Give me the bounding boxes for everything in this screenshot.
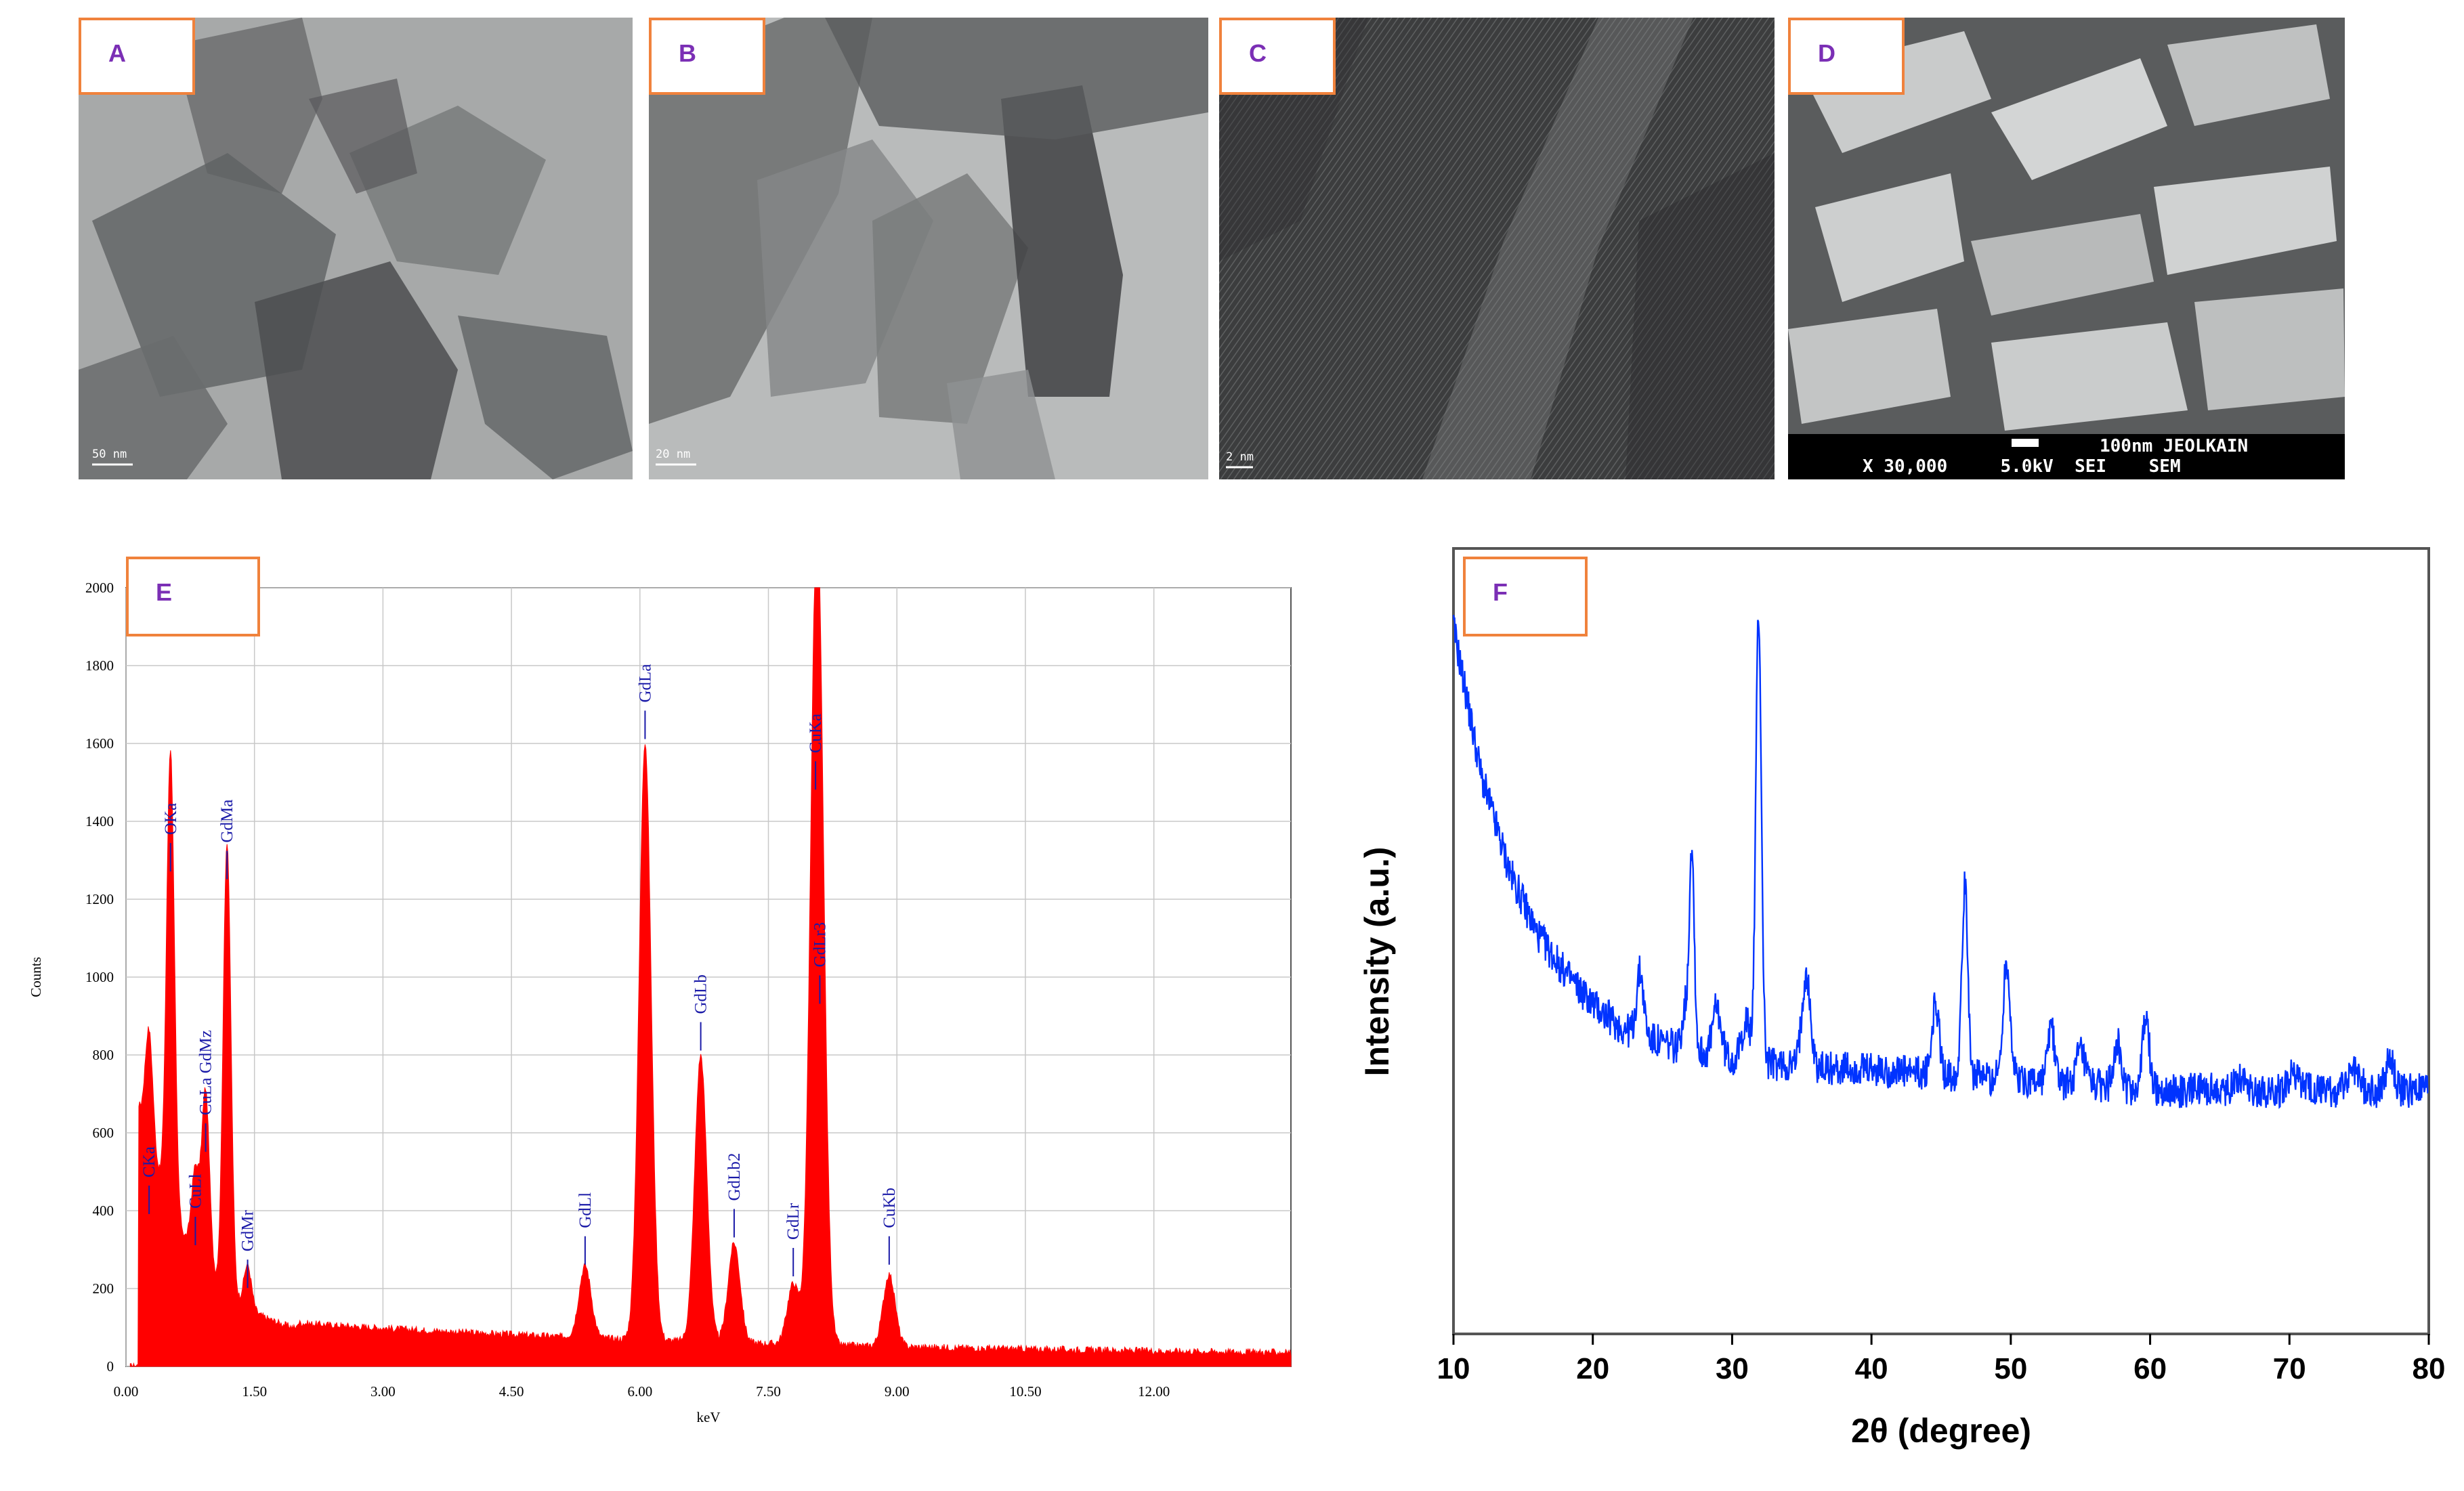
eds-x-tick-label: 7.50: [756, 1383, 781, 1400]
panel-label-e: E: [126, 557, 260, 636]
eds-y-tick-label: 1400: [85, 813, 114, 829]
eds-peak-label: CuLa GdMz: [197, 1030, 215, 1115]
xrd-plot-frame: [1452, 547, 2430, 1335]
xrd-x-axis-label: 2θ (degree): [1851, 1412, 2031, 1450]
sem-texture-d: 100nm JEOLKAIN X 30,000 5.0kV SEI SEM: [1788, 18, 2345, 479]
eds-peak-label: GdLr3: [811, 922, 829, 968]
eds-y-tick-label: 600: [93, 1125, 114, 1141]
eds-peak-label: CKa: [140, 1146, 158, 1177]
eds-y-tick-label: 0: [107, 1358, 114, 1375]
eds-peak-label: GdMa: [218, 800, 236, 843]
eds-y-tick-label: 1800: [85, 657, 114, 674]
eds-peak-label: OKa: [162, 803, 180, 835]
xrd-x-tick-label: 10: [1437, 1352, 1470, 1385]
eds-x-tick-label: 4.50: [499, 1383, 524, 1400]
tem-texture-b: 20 nm: [649, 18, 1208, 479]
scale-bar-c: 2 nm: [1226, 450, 1254, 464]
tem-image-b: 20 nm: [649, 18, 1208, 479]
eds-y-tick-label: 2000: [85, 580, 114, 596]
eds-peak-label: GdLr: [784, 1203, 803, 1240]
xrd-plot: 10 20 30 40 50 60 70 80 2θ (degree) Intensity (a.…: [1358, 547, 2446, 1450]
eds-x-tick-label: 1.50: [242, 1383, 267, 1400]
eds-peak-label: GdLa: [636, 664, 654, 703]
xrd-x-tick-label: 70: [2273, 1352, 2306, 1385]
eds-y-tick-label: 400: [93, 1203, 114, 1219]
xrd-x-tick-label: 30: [1716, 1352, 1749, 1385]
panel-label-f: F: [1463, 557, 1588, 636]
xrd-pattern-line: [1452, 615, 2429, 1109]
eds-x-tick-label: 9.00: [885, 1383, 910, 1400]
eds-peak-label: GdLb: [692, 974, 710, 1014]
eds-x-tick-label: 6.00: [627, 1383, 652, 1400]
eds-x-tick-label: 12.00: [1138, 1383, 1170, 1400]
panel-label-b: B: [649, 18, 765, 95]
xrd-x-tick-label: 80: [2413, 1352, 2446, 1385]
eds-x-tick-label: 3.00: [370, 1383, 396, 1400]
eds-peak-label: GdMr: [239, 1209, 257, 1251]
panel-label-d: D: [1788, 18, 1905, 95]
panel-label-a: A: [79, 18, 195, 95]
sem-info-line2: X 30,000 5.0kV SEI SEM: [1863, 456, 2181, 477]
xrd-x-tick-label: 40: [1855, 1352, 1888, 1385]
eds-x-tick-label: 0.00: [114, 1383, 139, 1400]
eds-y-tick-label: 1200: [85, 891, 114, 907]
eds-peak-label: GdLb2: [725, 1153, 744, 1201]
scale-bar-b: 20 nm: [656, 448, 690, 461]
xrd-x-tick-label: 20: [1576, 1352, 1609, 1385]
eds-spectrum-area: [129, 587, 1292, 1367]
panel-label-c: C: [1219, 18, 1336, 95]
xrd-x-tick-label: 50: [1994, 1352, 2027, 1385]
eds-y-tick-label: 200: [93, 1280, 114, 1297]
xrd-y-axis-label: Intensity (a.u.): [1358, 847, 1396, 1077]
eds-peak-label: GdLl: [576, 1192, 595, 1228]
eds-peak-label: CuLl: [186, 1174, 205, 1209]
scale-bar-a: 50 nm: [92, 448, 127, 461]
sem-info-line1: 100nm JEOLKAIN: [2100, 436, 2248, 456]
eds-x-axis-label: keV: [697, 1409, 721, 1425]
eds-y-tick-label: 800: [93, 1047, 114, 1063]
eds-y-tick-label: 1000: [85, 969, 114, 985]
eds-y-tick-label: 1600: [85, 735, 114, 752]
eds-peak-label: CuKa: [807, 714, 825, 753]
tem-image-a: 50 nm: [79, 18, 633, 479]
xrd-x-tick-label: 60: [2133, 1352, 2167, 1385]
eds-peak-label: CuKb: [880, 1188, 899, 1228]
eds-plot: 0.00 1.50 3.00 4.50 6.00 7.50 9.00 10.50 12.00 0 2…: [28, 580, 1292, 1425]
eds-y-axis-label: Counts: [28, 957, 44, 997]
sem-image-d: 100nm JEOLKAIN X 30,000 5.0kV SEI SEM: [1788, 18, 2345, 479]
eds-chart: 0.00 1.50 3.00 4.50 6.00 7.50 9.00 10.50 12.00 0 2…: [0, 542, 1314, 1488]
xrd-chart: 10 20 30 40 50 60 70 80 2θ (degree) Intensity (a.…: [1327, 528, 2464, 1488]
eds-x-tick-label: 10.50: [1009, 1383, 1041, 1400]
